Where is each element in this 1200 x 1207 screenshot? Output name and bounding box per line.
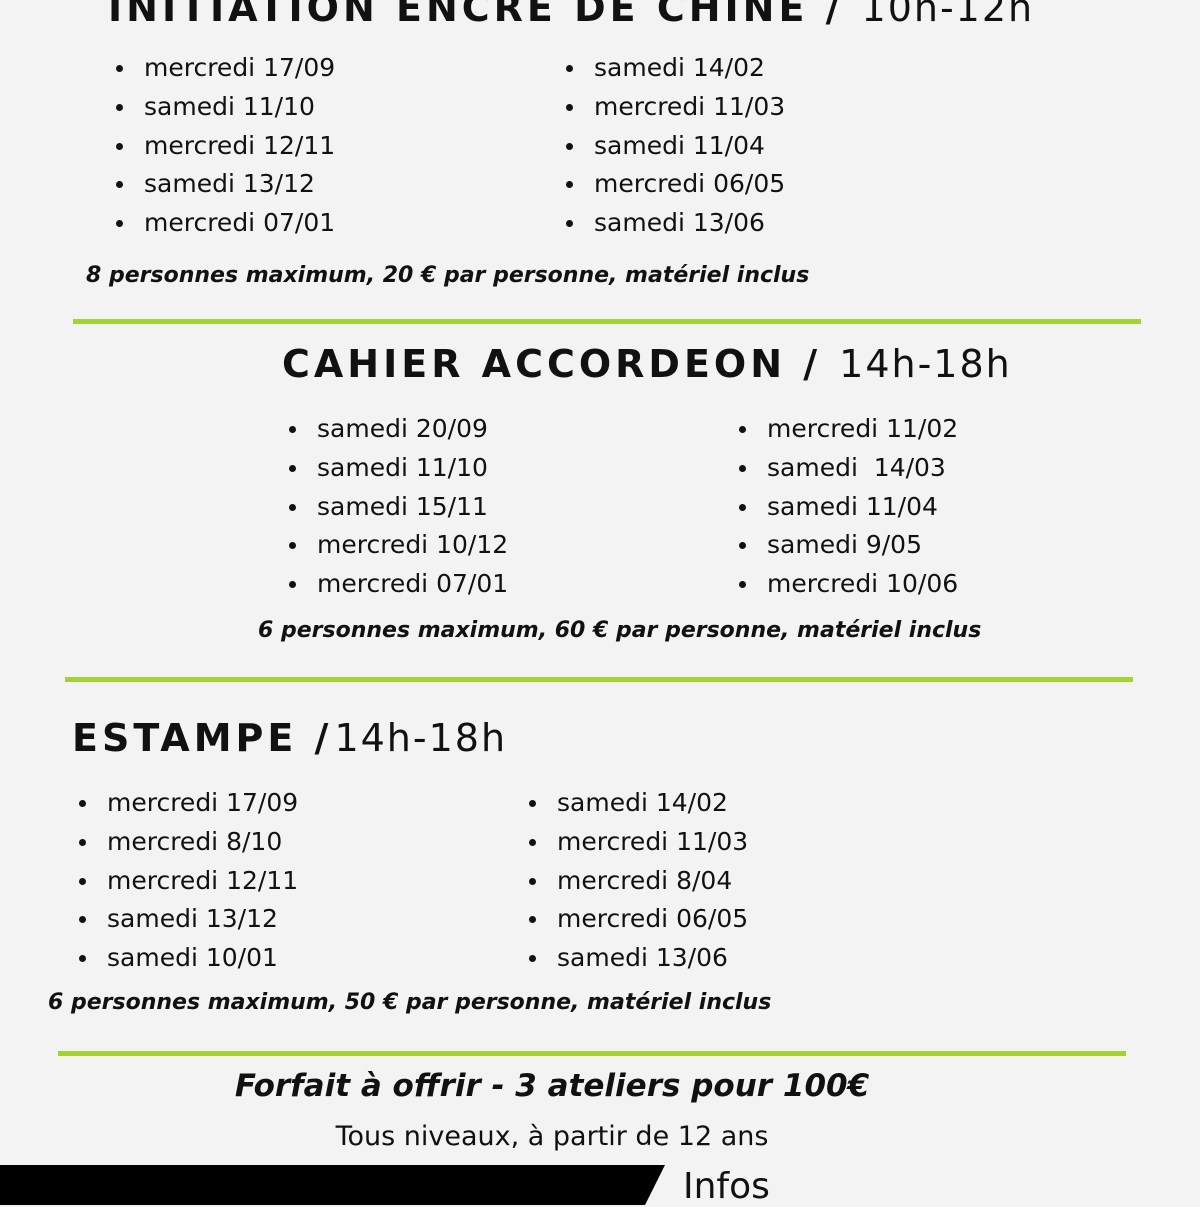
date-item: samedi 20/09 bbox=[289, 414, 488, 443]
date-item: mercredi 8/04 bbox=[528, 865, 733, 895]
date-item: samedi 11/04 bbox=[739, 491, 938, 521]
date-item: mercredi 12/11 bbox=[115, 130, 336, 160]
date-item: mercredi 07/01 bbox=[288, 569, 509, 599]
infos-link[interactable]: Infos bbox=[683, 1166, 770, 1207]
section-title: CAHIER ACCORDEON /14h-18h bbox=[282, 342, 1012, 386]
divider bbox=[73, 319, 1141, 324]
date-item: samedi 14/02 bbox=[566, 53, 765, 82]
date-item: samedi 14/03 bbox=[739, 452, 946, 482]
date-item: samedi 11/10 bbox=[289, 452, 488, 482]
date-item: mercredi 11/02 bbox=[738, 414, 959, 443]
date-item: samedi 14/02 bbox=[529, 788, 728, 817]
date-item: samedi 11/10 bbox=[116, 91, 315, 121]
date-item: mercredi 10/06 bbox=[738, 569, 959, 599]
date-item: samedi 9/05 bbox=[739, 530, 922, 560]
date-item: samedi 13/06 bbox=[566, 208, 765, 238]
date-item: mercredi 11/03 bbox=[565, 91, 786, 121]
date-item: mercredi 11/03 bbox=[528, 826, 749, 856]
date-item: mercredi 17/09 bbox=[78, 788, 299, 817]
section-title: ESTAMPE /14h-18h bbox=[72, 716, 508, 760]
date-item: samedi 13/06 bbox=[529, 943, 728, 973]
date-item: samedi 13/12 bbox=[116, 169, 315, 199]
section-note: 8 personnes maximum, 20 € par personne, … bbox=[86, 263, 810, 288]
date-item: mercredi 12/11 bbox=[78, 865, 299, 895]
section-time: 10h-12h bbox=[861, 0, 1035, 30]
date-item: samedi 15/11 bbox=[289, 491, 488, 521]
section-note: 6 personnes maximum, 50 € par personne, … bbox=[48, 990, 772, 1015]
section-time: 14h-18h bbox=[839, 342, 1012, 386]
date-item: mercredi 06/05 bbox=[565, 169, 786, 199]
offer: Forfait à offrir - 3 ateliers pour 100€ bbox=[234, 1068, 870, 1104]
divider bbox=[58, 1051, 1126, 1056]
footer-bar bbox=[0, 1165, 665, 1205]
levels: Tous niveaux, à partir de 12 ans bbox=[335, 1121, 769, 1152]
section-time: 14h-18h bbox=[334, 716, 508, 760]
section-title: INITIATION ENCRE DE CHINE /10h-12h bbox=[108, 0, 1034, 31]
date-item: mercredi 8/10 bbox=[78, 826, 283, 856]
section-note: 6 personnes maximum, 60 € par personne, … bbox=[258, 618, 982, 643]
date-item: mercredi 07/01 bbox=[115, 208, 336, 238]
date-item: samedi 11/04 bbox=[566, 130, 765, 160]
date-item: mercredi 17/09 bbox=[115, 53, 336, 82]
date-item: mercredi 10/12 bbox=[288, 530, 509, 560]
date-item: mercredi 06/05 bbox=[528, 904, 749, 934]
date-item: samedi 10/01 bbox=[79, 943, 278, 973]
date-item: samedi 13/12 bbox=[79, 904, 278, 934]
divider bbox=[65, 677, 1133, 682]
